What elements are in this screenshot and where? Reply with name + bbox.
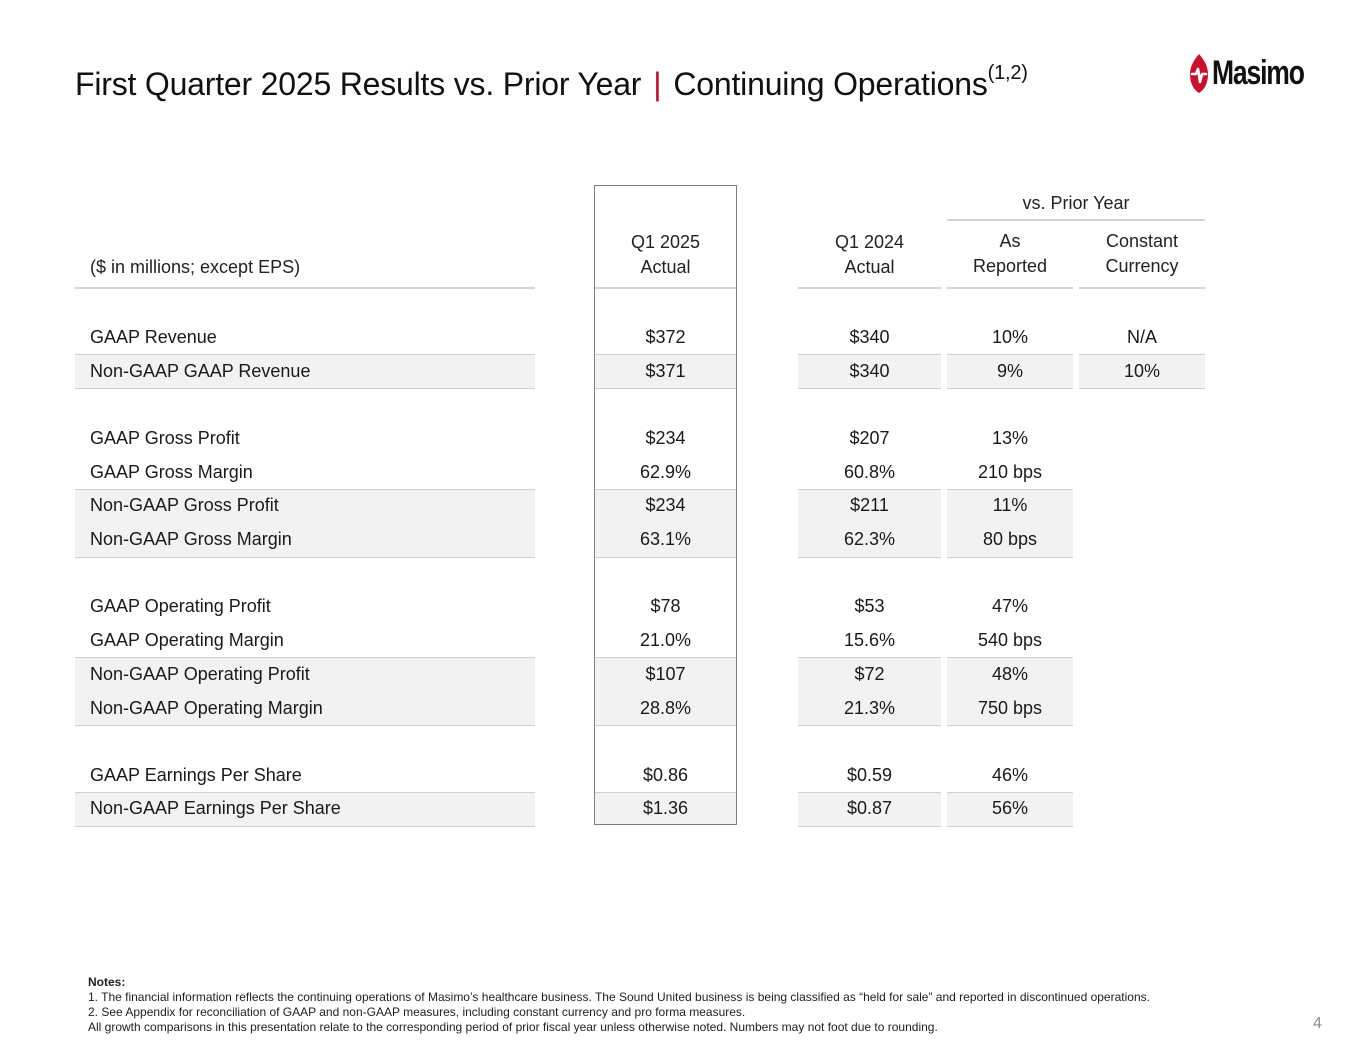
- cell-q1-2024: 21.3%: [843, 698, 896, 718]
- row-label: Non-GAAP Operating Margin: [90, 698, 323, 718]
- title-separator: |: [653, 66, 662, 102]
- title-footnote-ref: (1,2): [987, 62, 1028, 84]
- note-line: 2. See Appendix for reconciliation of GA…: [88, 1005, 746, 1019]
- cell-as-reported: 540 bps: [977, 630, 1043, 650]
- cell-q1-2024: $211: [850, 495, 889, 515]
- cell-constant-currency: N/A: [1126, 327, 1157, 347]
- masimo-mark-icon: [1190, 54, 1208, 93]
- current-quarter-highlight-box: [594, 185, 737, 825]
- cell-q1-2025: 21.0%: [639, 630, 692, 650]
- cell-as-reported: 48%: [991, 664, 1029, 684]
- col-header-q1-2024: Q1 2024 Actual: [798, 230, 941, 280]
- cell-as-reported: 750 bps: [977, 698, 1043, 718]
- title-main: First Quarter 2025 Results vs. Prior Yea…: [75, 66, 642, 102]
- page-title: First Quarter 2025 Results vs. Prior Yea…: [75, 62, 1028, 103]
- note-line: 1. The financial information reflects th…: [88, 990, 1150, 1004]
- row-label: Non-GAAP Earnings Per Share: [90, 798, 341, 818]
- group-header-vs-prior-year: vs. Prior Year: [1022, 193, 1130, 213]
- cell-q1-2024: 60.8%: [843, 462, 896, 482]
- cell-q1-2024: $0.59: [846, 765, 893, 785]
- row-label: Non-GAAP Operating Profit: [90, 664, 310, 684]
- col-header-q1-2025-line1: Q1 2025: [630, 232, 701, 252]
- row-label: GAAP Revenue: [90, 327, 217, 347]
- cell-as-reported: 56%: [991, 798, 1029, 818]
- row-label: GAAP Gross Profit: [90, 428, 240, 448]
- cell-as-reported: 13%: [991, 428, 1029, 448]
- cell-as-reported: 210 bps: [977, 462, 1043, 482]
- cell-as-reported: 46%: [991, 765, 1029, 785]
- cell-q1-2024: $340: [849, 327, 890, 347]
- title-sub: Continuing Operations: [673, 66, 988, 102]
- cell-q1-2025: $107: [645, 664, 686, 684]
- units-label: ($ in millions; except EPS): [90, 257, 301, 277]
- cell-q1-2024: $72: [854, 664, 885, 684]
- cell-q1-2025: $371: [645, 361, 686, 381]
- cell-q1-2024: $53: [854, 596, 885, 616]
- col-header-q1-2025-line2: Actual: [640, 257, 691, 277]
- cell-as-reported: 11%: [992, 495, 1028, 515]
- notes-heading: Notes:: [88, 975, 126, 989]
- row-label: Non-GAAP Gross Profit: [90, 495, 279, 515]
- col-header-constant-currency-line1: Constant: [1105, 231, 1179, 251]
- col-header-q1-2024-line2: Actual: [844, 257, 895, 277]
- cell-as-reported: 9%: [996, 361, 1023, 381]
- row-label: GAAP Gross Margin: [90, 462, 253, 482]
- footnotes: Notes: 1. The financial information refl…: [88, 975, 1150, 1035]
- cell-q1-2025: $234: [645, 428, 686, 448]
- cell-q1-2024: $207: [849, 428, 890, 448]
- cell-q1-2025: $1.36: [642, 798, 689, 818]
- row-label: GAAP Operating Margin: [90, 630, 284, 650]
- row-label: Non-GAAP GAAP Revenue: [90, 361, 311, 381]
- cell-q1-2024: 62.3%: [843, 529, 896, 549]
- cell-q1-2025: $0.86: [642, 765, 689, 785]
- cell-as-reported: 10%: [991, 327, 1029, 347]
- cell-constant-currency: 10%: [1123, 361, 1161, 381]
- cell-q1-2024: $0.87: [846, 798, 893, 818]
- cell-q1-2025: 63.1%: [639, 529, 692, 549]
- company-logo: Masimo: [1188, 50, 1330, 96]
- cell-q1-2024: 15.6%: [843, 630, 896, 650]
- col-header-q1-2024-line1: Q1 2024: [834, 232, 905, 252]
- cell-q1-2025: 28.8%: [639, 698, 692, 718]
- cell-q1-2024: $340: [849, 361, 890, 381]
- page-number: 4: [1313, 1015, 1322, 1032]
- cell-as-reported: 47%: [991, 596, 1029, 616]
- col-header-as-reported-line2: Reported: [972, 256, 1048, 276]
- logo-wordmark: Masimo: [1212, 53, 1305, 92]
- cell-q1-2025: $234: [645, 495, 686, 515]
- row-label: Non-GAAP Gross Margin: [90, 529, 292, 549]
- col-header-q1-2025: Q1 2025 Actual: [594, 230, 737, 280]
- row-label: GAAP Operating Profit: [90, 596, 271, 616]
- row-label: GAAP Earnings Per Share: [90, 765, 302, 785]
- cell-q1-2025: 62.9%: [639, 462, 692, 482]
- col-header-constant-currency: Constant Currency: [1079, 229, 1205, 279]
- cell-q1-2025: $78: [650, 596, 681, 616]
- col-header-as-reported-line1: As: [999, 231, 1021, 251]
- note-line: All growth comparisons in this presentat…: [88, 1020, 938, 1034]
- col-header-as-reported: As Reported: [947, 229, 1073, 279]
- cell-q1-2025: $372: [645, 327, 686, 347]
- col-header-constant-currency-line2: Currency: [1105, 256, 1179, 276]
- cell-as-reported: 80 bps: [982, 529, 1038, 549]
